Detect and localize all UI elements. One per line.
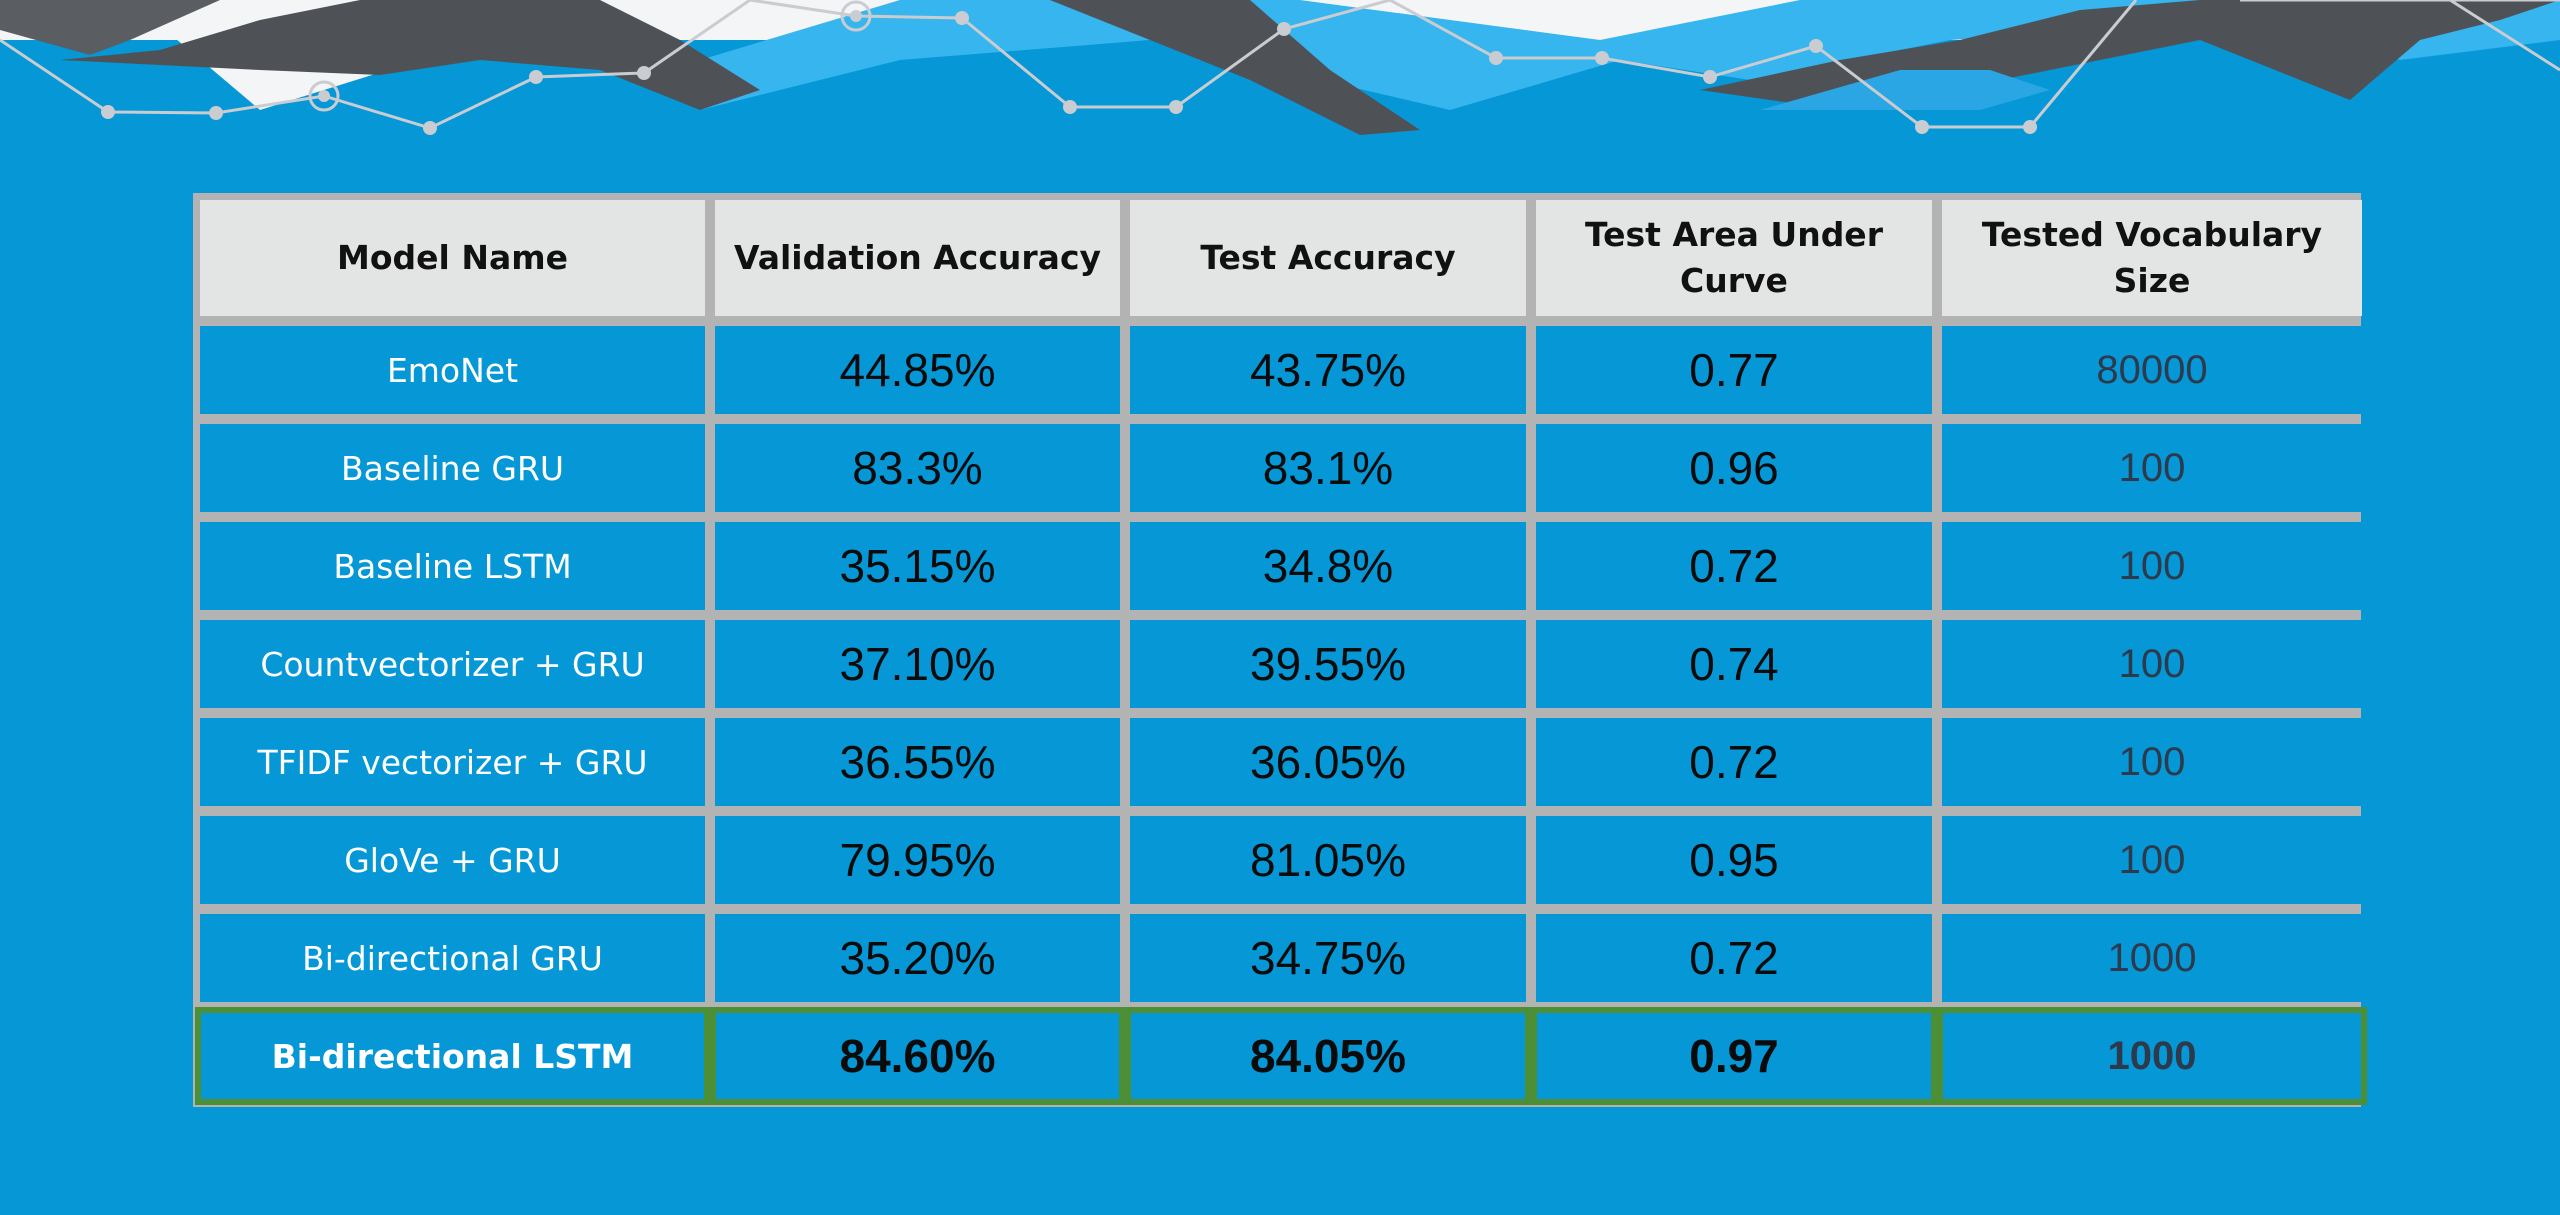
vocabulary-size-cell: 100 <box>1942 522 2362 610</box>
validation-accuracy-cell: 79.95% <box>715 816 1120 904</box>
vocabulary-size-cell: 100 <box>1942 620 2362 708</box>
validation-accuracy-cell: 83.3% <box>715 424 1120 512</box>
results-table-container: Model Name Validation Accuracy Test Accu… <box>193 193 2367 1107</box>
test-accuracy-cell: 81.05% <box>1130 816 1526 904</box>
validation-accuracy-cell: 35.20% <box>715 914 1120 1002</box>
test-accuracy-cell: 34.8% <box>1130 522 1526 610</box>
validation-accuracy-cell: 36.55% <box>715 718 1120 806</box>
vocabulary-size-cell: 100 <box>1942 424 2362 512</box>
test-auc-cell: 0.95 <box>1536 816 1932 904</box>
header-test-auc: Test Area Under Curve <box>1536 200 1932 316</box>
model-name-cell: Bi-directional LSTM <box>195 1007 710 1105</box>
test-auc-cell: 0.72 <box>1536 718 1932 806</box>
vocabulary-size-cell: 80000 <box>1942 326 2362 414</box>
test-accuracy-cell: 39.55% <box>1130 620 1526 708</box>
test-auc-cell: 0.72 <box>1536 522 1932 610</box>
model-name-cell: Baseline LSTM <box>200 522 705 610</box>
model-name-cell: Countvectorizer + GRU <box>200 620 705 708</box>
test-auc-cell: 0.97 <box>1531 1007 1937 1105</box>
model-name-cell: Baseline GRU <box>200 424 705 512</box>
test-auc-cell: 0.77 <box>1536 326 1932 414</box>
vocabulary-size-cell: 1000 <box>1937 1007 2367 1105</box>
header-vocabulary-size: Tested Vocabulary Size <box>1942 200 2362 316</box>
model-name-cell: TFIDF vectorizer + GRU <box>200 718 705 806</box>
header-validation-accuracy: Validation Accuracy <box>715 200 1120 316</box>
test-accuracy-cell: 83.1% <box>1130 424 1526 512</box>
test-auc-cell: 0.96 <box>1536 424 1932 512</box>
table-row: GloVe + GRU 79.95% 81.05% 0.95 100 <box>200 816 2362 904</box>
table-row: TFIDF vectorizer + GRU 36.55% 36.05% 0.7… <box>200 718 2362 806</box>
model-name-cell: EmoNet <box>200 326 705 414</box>
test-accuracy-cell: 84.05% <box>1125 1007 1531 1105</box>
validation-accuracy-cell: 37.10% <box>715 620 1120 708</box>
vocabulary-size-cell: 100 <box>1942 816 2362 904</box>
table-row-best-model: Bi-directional LSTM 84.60% 84.05% 0.97 1… <box>195 1007 2367 1105</box>
validation-accuracy-cell: 84.60% <box>710 1007 1125 1105</box>
table-row: Countvectorizer + GRU 37.10% 39.55% 0.74… <box>200 620 2362 708</box>
header-test-accuracy: Test Accuracy <box>1130 200 1526 316</box>
table-header-row: Model Name Validation Accuracy Test Accu… <box>200 200 2362 316</box>
decorative-header-network <box>0 0 2560 135</box>
model-name-cell: GloVe + GRU <box>200 816 705 904</box>
table-row: Bi-directional GRU 35.20% 34.75% 0.72 10… <box>200 914 2362 1002</box>
table-row: Baseline GRU 83.3% 83.1% 0.96 100 <box>200 424 2362 512</box>
validation-accuracy-cell: 44.85% <box>715 326 1120 414</box>
table-row: Baseline LSTM 35.15% 34.8% 0.72 100 <box>200 522 2362 610</box>
vocabulary-size-cell: 100 <box>1942 718 2362 806</box>
vocabulary-size-cell: 1000 <box>1942 914 2362 1002</box>
test-auc-cell: 0.72 <box>1536 914 1932 1002</box>
test-accuracy-cell: 36.05% <box>1130 718 1526 806</box>
table-row: EmoNet 44.85% 43.75% 0.77 80000 <box>200 326 2362 414</box>
test-auc-cell: 0.74 <box>1536 620 1932 708</box>
model-results-table: Model Name Validation Accuracy Test Accu… <box>190 190 2372 1110</box>
test-accuracy-cell: 34.75% <box>1130 914 1526 1002</box>
validation-accuracy-cell: 35.15% <box>715 522 1120 610</box>
model-name-cell: Bi-directional GRU <box>200 914 705 1002</box>
test-accuracy-cell: 43.75% <box>1130 326 1526 414</box>
header-model-name: Model Name <box>200 200 705 316</box>
